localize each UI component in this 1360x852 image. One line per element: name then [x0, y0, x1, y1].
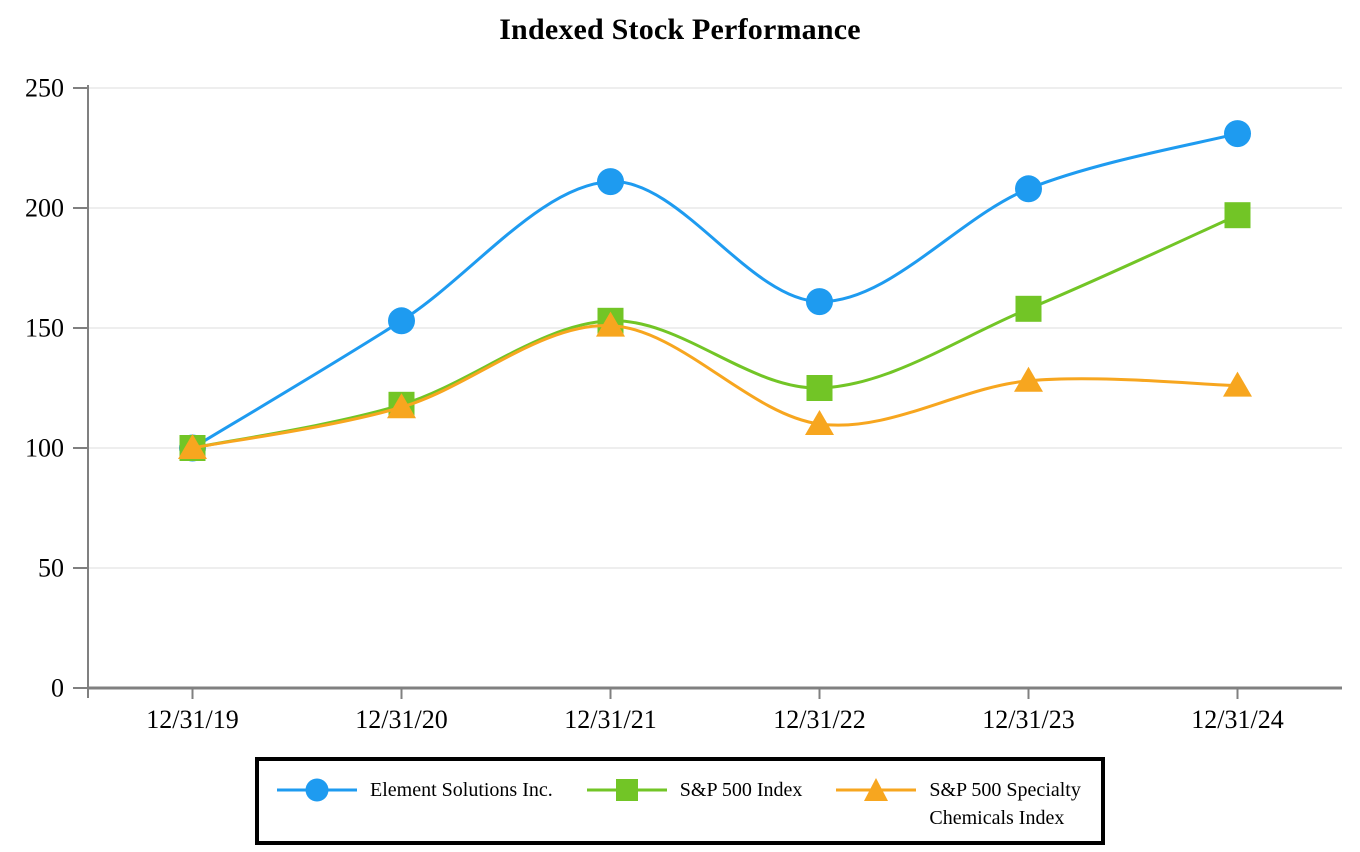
triangle-marker [805, 410, 834, 435]
triangle-marker [178, 434, 207, 459]
y-axis-labels: 0 50 100 150 200 250 [25, 74, 64, 703]
square-marker [1224, 202, 1251, 229]
triangle-marker [1223, 371, 1252, 397]
circle-marker [597, 168, 624, 196]
x-axis-labels: 12/31/19 12/31/20 12/31/21 12/31/22 12/31/23… [146, 705, 1283, 734]
series-line [191, 132, 1238, 450]
legend-item-triangle: S&P 500 Specialty Chemicals Index [836, 776, 1081, 832]
y-tick-label: 250 [25, 74, 64, 103]
y-tick-label: 0 [51, 674, 64, 703]
square-marker [1015, 295, 1042, 322]
chart-legend: Element Solutions Inc. S&P 500 Index S&P 5… [255, 757, 1105, 845]
legend-item-circle: Element Solutions Inc. [277, 776, 553, 804]
x-tick-label: 12/31/21 [564, 705, 656, 734]
square-marker [806, 375, 833, 401]
circle-marker [806, 288, 833, 316]
chart-title: Indexed Stock Performance [499, 13, 861, 46]
circle-marker [388, 307, 415, 335]
triangle-marker [1014, 366, 1043, 392]
y-tick-label: 100 [25, 434, 64, 463]
y-tick-label: 200 [25, 194, 64, 223]
x-tick-label: 12/31/22 [773, 705, 865, 734]
legend-triangle-marker-icon [836, 778, 917, 801]
triangle-marker [387, 393, 416, 419]
x-tick-label: 12/31/20 [355, 705, 447, 734]
y-tick-label: 150 [25, 314, 64, 343]
triangle-marker [596, 311, 625, 337]
legend-label: Element Solutions Inc. [370, 779, 553, 801]
legend-label: S&P 500 Index [679, 779, 803, 801]
series-circle [179, 120, 1251, 462]
gridlines [88, 87, 1342, 569]
x-tick-label: 12/31/24 [1191, 705, 1283, 734]
legend-item-square: S&P 500 Index [586, 776, 803, 804]
legend-label: S&P 500 Specialty Chemicals Index [929, 779, 1081, 829]
x-tick-label: 12/31/23 [982, 705, 1074, 734]
series-line [192, 213, 1239, 450]
legend-square-marker-icon [586, 779, 667, 801]
y-tick-label: 50 [38, 554, 64, 583]
series-triangle [178, 311, 1252, 459]
circle-marker [1015, 175, 1042, 203]
circle-marker [1224, 120, 1251, 148]
x-tick-label: 12/31/19 [146, 705, 238, 734]
axes [73, 85, 1342, 699]
series-line [192, 324, 1238, 450]
legend-circle-marker-icon [277, 778, 357, 802]
